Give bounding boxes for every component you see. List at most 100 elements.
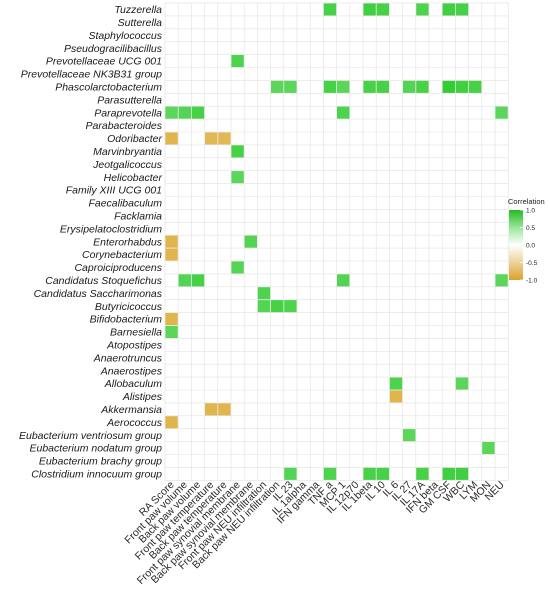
row-label: Prevotellaceae UCG 001 — [46, 56, 162, 68]
heatmap-cell — [416, 3, 429, 16]
row-label: Tuzzerella — [114, 4, 162, 16]
heatmap-cell — [455, 3, 469, 16]
heatmap-cell — [363, 80, 376, 93]
heatmap-cell — [416, 467, 429, 480]
row-label: Enterorhabdus — [93, 236, 163, 248]
heatmap-cells — [165, 3, 508, 480]
heatmap-cell — [218, 132, 231, 145]
row-label: Odoribacter — [107, 133, 162, 145]
heatmap-cell — [178, 274, 191, 287]
row-label: Clostridium innocuum group — [31, 468, 162, 480]
heatmap-cell — [403, 429, 416, 442]
row-label: Erysipelatoclostridium — [60, 223, 162, 235]
heatmap-cell — [231, 261, 244, 274]
legend-tick-label: 0.5 — [526, 225, 535, 232]
row-label: Jeotgalicoccus — [92, 159, 163, 171]
heatmap-cell — [482, 442, 495, 455]
heatmap-cell — [178, 106, 191, 119]
heatmap-cell — [257, 287, 271, 300]
heatmap-cell — [271, 80, 284, 93]
legend-tick-label: -0.5 — [526, 260, 538, 267]
heatmap-cell — [257, 300, 271, 313]
heatmap-cell — [165, 313, 178, 326]
row-label: Atopostipes — [106, 339, 163, 351]
legend-colorbar — [509, 210, 523, 280]
row-label: Eubacterium nodatum group — [30, 443, 163, 455]
heatmap-cell — [455, 467, 469, 480]
legend-tick-label: -1.0 — [526, 277, 538, 284]
heatmap-cell — [389, 390, 403, 403]
row-label: Eubacterium ventriosum group — [19, 430, 162, 442]
row-label: Candidatus Saccharimonas — [34, 288, 163, 300]
row-label: Corynebacterium — [82, 249, 162, 261]
heatmap-cell — [323, 467, 337, 480]
heatmap-cell — [165, 248, 178, 261]
heatmap-cell — [231, 55, 244, 68]
legend-title: Correlation — [508, 197, 545, 206]
heatmap-cell — [363, 3, 376, 16]
heatmap-cell — [165, 235, 178, 248]
row-label: Caproiciproducens — [74, 262, 162, 274]
heatmap-cell — [323, 80, 337, 93]
row-label: Parabacteroides — [86, 120, 163, 132]
heatmap-cell — [284, 467, 297, 480]
row-label: Akkermansia — [100, 404, 162, 416]
heatmap-cell — [323, 3, 337, 16]
row-labels: TuzzerellaSutterellaStaphylococcusPseudo… — [19, 4, 163, 480]
color-legend: Correlation 1.0 0.5 0.0 -0.5 -1.0 — [508, 197, 545, 284]
heatmap-cell — [165, 106, 178, 119]
heatmap-cell — [205, 403, 218, 416]
row-label: Aerococcus — [106, 417, 163, 429]
heatmap-cell — [495, 106, 508, 119]
row-label: Staphylococcus — [88, 30, 162, 42]
row-label: Phascolarctobacterium — [55, 81, 162, 93]
heatmap-cell — [205, 132, 218, 145]
heatmap-cell — [455, 80, 469, 93]
heatmap-cell — [337, 80, 350, 93]
heatmap-cell — [191, 106, 205, 119]
heatmap-cell — [376, 80, 389, 93]
row-label: Parasutterella — [97, 94, 162, 106]
legend-tick-label: 1.0 — [526, 207, 535, 214]
heatmap-cell — [337, 274, 350, 287]
heatmap-cell — [191, 274, 205, 287]
heatmap-cell — [165, 132, 178, 145]
heatmap-cell — [218, 403, 231, 416]
heatmap-cell — [284, 80, 297, 93]
row-label: Anaerotruncus — [93, 352, 163, 364]
heatmap-cell — [231, 145, 244, 158]
row-label: Faecalibaculum — [88, 198, 162, 210]
row-label: Paraprevotella — [94, 107, 162, 119]
row-label: Allobaculum — [104, 378, 162, 390]
heatmap-cell — [442, 467, 455, 480]
heatmap-cell — [165, 325, 178, 338]
heatmap-cell — [376, 467, 389, 480]
row-label: Pseudogracilibacillus — [64, 43, 163, 55]
heatmap-cell — [376, 3, 389, 16]
heatmap-cell — [337, 106, 350, 119]
heatmap-cell — [271, 300, 284, 313]
heatmap-cell — [455, 377, 469, 390]
heatmap-cell — [284, 300, 297, 313]
row-label: Candidatus Stoquefichus — [45, 275, 162, 287]
row-label: Facklamia — [114, 210, 162, 222]
row-label: Eubacterium brachy group — [39, 456, 162, 468]
row-label: Anaerostipes — [100, 365, 163, 377]
row-label: Marvinbryantia — [93, 146, 162, 158]
heatmap-cell — [442, 80, 455, 93]
heatmap-cell — [495, 274, 508, 287]
heatmap-cell — [442, 3, 455, 16]
heatmap-cell — [244, 235, 257, 248]
legend-tick-label: 0.0 — [526, 242, 535, 249]
row-label: Alistipes — [122, 391, 163, 403]
row-label: Prevotellaceae NK3B31 group — [21, 69, 162, 81]
row-label: Butyricicoccus — [95, 301, 163, 313]
heatmap-cell — [231, 171, 244, 184]
row-label: Barnesiella — [110, 327, 162, 339]
heatmap-cell — [165, 416, 178, 429]
heatmap-cell — [416, 80, 429, 93]
heatmap-cell — [469, 80, 482, 93]
heatmap-cell — [403, 80, 416, 93]
